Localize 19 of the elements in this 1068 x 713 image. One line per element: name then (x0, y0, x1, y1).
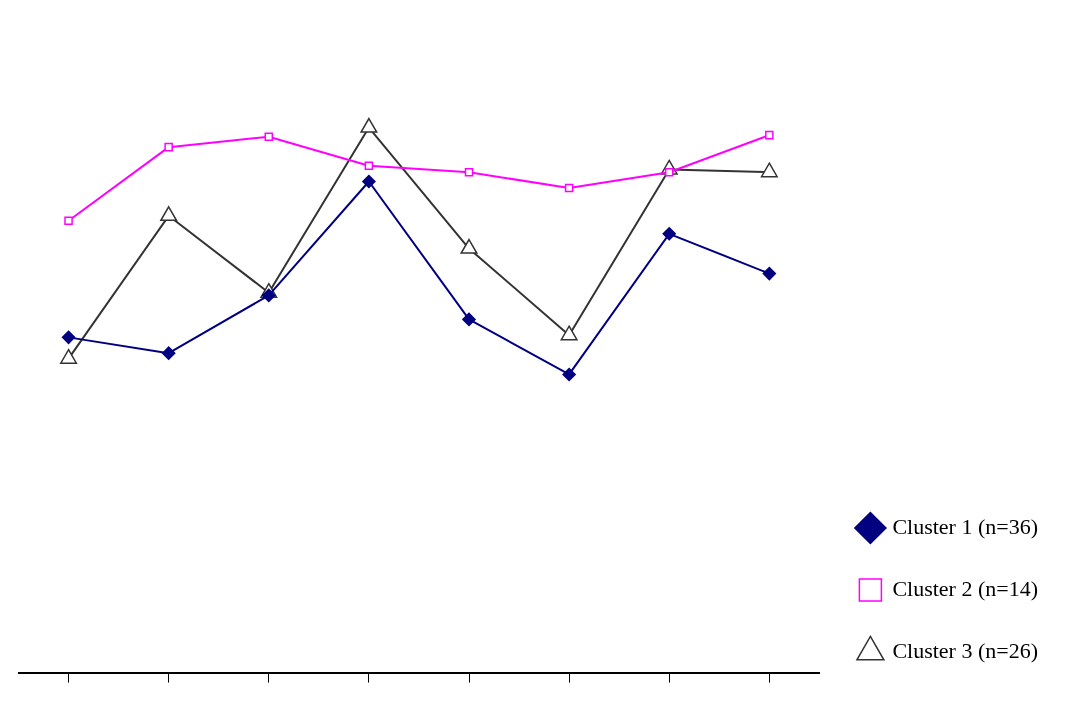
point (464, 167, 474, 177)
legend-label: Cluster 3 (n=26) (892, 637, 1039, 663)
point (364, 161, 374, 170)
point (562, 367, 576, 382)
point (64, 216, 73, 226)
point (362, 174, 376, 189)
point (264, 132, 274, 142)
point (160, 206, 178, 222)
point (161, 346, 176, 360)
point (164, 142, 173, 152)
point (262, 288, 276, 303)
point (564, 183, 574, 193)
point (662, 227, 676, 241)
point (762, 266, 777, 281)
point (462, 312, 476, 327)
point (765, 130, 774, 140)
legend-label: Cluster 1 (n=36) (892, 513, 1039, 539)
point (61, 330, 76, 345)
legend-label: Cluster 2 (n=14) (892, 575, 1039, 601)
